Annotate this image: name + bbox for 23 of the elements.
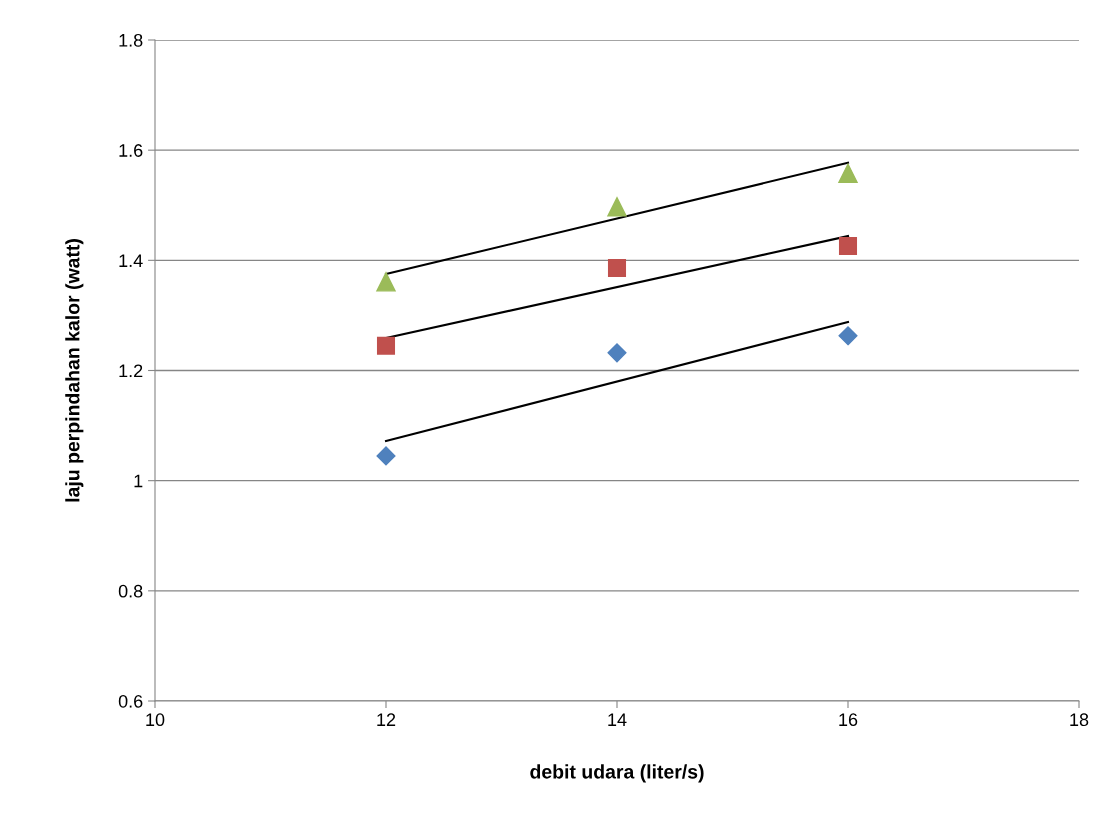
y-tick-label: 1.8	[119, 33, 143, 47]
point	[607, 259, 627, 278]
y-tick-label: 1.6	[119, 144, 143, 157]
y-tick-label: 1.2	[119, 364, 143, 378]
x-tick-label: 14	[608, 713, 627, 726]
point	[838, 236, 858, 256]
y-tick-label: 1	[134, 474, 143, 488]
x-tick-label: 12	[377, 713, 396, 726]
point	[838, 163, 858, 184]
point	[607, 343, 627, 363]
point	[838, 326, 858, 346]
y-tick-label: 0.6	[118, 694, 143, 708]
x-axis-title: debit udara (liter/s)	[530, 764, 704, 783]
point	[376, 336, 396, 355]
point	[607, 197, 627, 217]
x-tick-label: 16	[839, 713, 858, 727]
x-tick-label: 18	[1070, 713, 1089, 727]
x-tick-label: 10	[146, 713, 165, 727]
y-tick-label: 0.8	[118, 584, 143, 598]
y-axis-title: laju perpindahan kalor (watt)	[65, 239, 84, 502]
y-tick-label: 1.4	[119, 254, 143, 267]
point	[376, 446, 396, 466]
point	[376, 272, 396, 292]
